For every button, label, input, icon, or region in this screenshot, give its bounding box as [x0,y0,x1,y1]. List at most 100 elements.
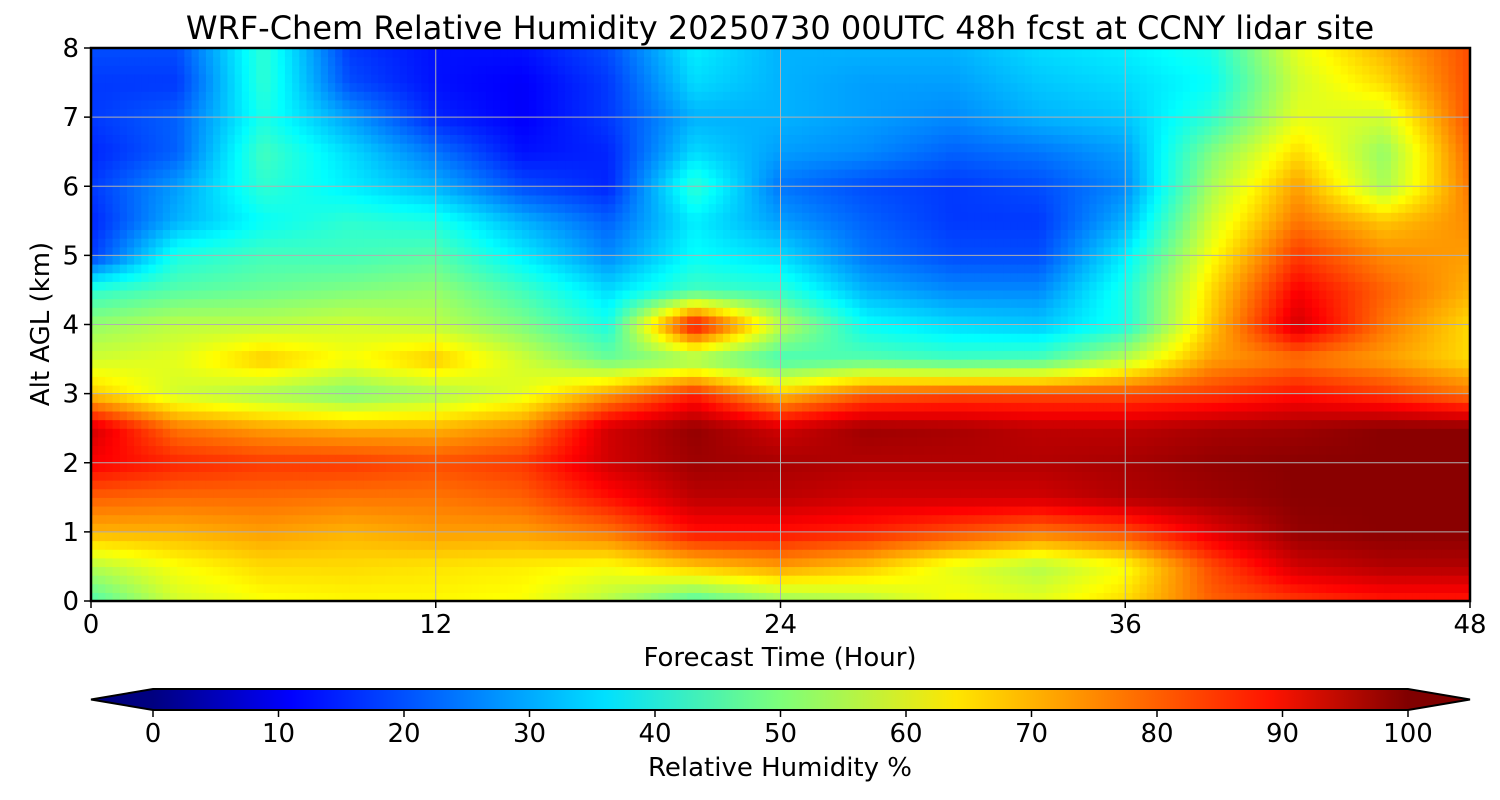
heatmap-cell [407,471,415,481]
heatmap-cell [960,454,968,464]
heatmap-cell [730,419,738,429]
heatmap-cell [1369,540,1378,550]
heatmap-cell [486,471,494,481]
heatmap-cell [1103,480,1112,490]
heatmap-cell [299,583,308,593]
heatmap-cell [299,505,308,516]
heatmap-cell [177,505,185,516]
heatmap-cell [852,376,861,386]
heatmap-cell [155,540,164,550]
heatmap-cell [1340,488,1349,498]
heatmap-cell [924,436,932,447]
heatmap-cell [615,471,624,481]
heatmap-cell [220,523,229,533]
heatmap-cell [299,523,308,533]
heatmap-cell [622,480,631,490]
heatmap-cell [881,376,889,386]
heatmap-cell [931,393,940,403]
heatmap-cell [1283,575,1292,585]
heatmap-cell [766,505,774,516]
heatmap-cell [543,592,552,601]
heatmap-cell [924,523,932,533]
heatmap-cell [134,540,142,550]
heatmap-cell [672,557,681,568]
heatmap-cell [737,376,746,386]
heatmap-cell [1082,471,1090,481]
heatmap-cell [141,480,150,490]
heatmap-cell [830,410,839,421]
heatmap-cell [1089,436,1098,447]
heatmap-cell [1240,514,1248,524]
heatmap-cell [1189,376,1198,386]
heatmap-cell [1290,549,1299,559]
heatmap-cell [579,505,588,516]
heatmap-cell [1024,566,1033,576]
heatmap-cell [1175,549,1184,559]
heatmap-cell [385,540,394,550]
heatmap-cell [385,557,394,568]
heatmap-cell [1046,471,1055,481]
heatmap-cell [658,428,667,438]
heatmap-cell [191,376,200,386]
heatmap-cell [823,583,832,593]
heatmap-cell [1297,480,1306,490]
heatmap-cell [873,376,882,386]
heatmap-cell [1311,566,1320,576]
heatmap-cell [794,462,803,472]
heatmap-cell [442,402,451,412]
heatmap-cell [1060,454,1069,464]
heatmap-cell [270,557,279,568]
heatmap-cell [766,428,774,438]
heatmap-cell [1074,540,1083,550]
heatmap-cell [565,592,573,601]
heatmap-cell [191,488,200,498]
heatmap-cell [873,393,882,403]
heatmap-cell [170,480,178,490]
heatmap-cell [435,488,444,498]
heatmap-cell [1003,436,1011,447]
heatmap-cell [392,462,401,472]
heatmap-cell [1089,480,1098,490]
heatmap-cell [313,402,322,412]
heatmap-cell [967,523,976,533]
heatmap-cell [1010,575,1019,585]
heatmap-cell [794,557,803,568]
heatmap-cell [952,531,961,542]
heatmap-cell [672,514,681,524]
heatmap-cell [895,454,904,464]
heatmap-cell [960,445,968,455]
heatmap-cell [198,514,207,524]
heatmap-cell [1060,376,1069,386]
heatmap-cell [414,480,422,490]
heatmap-cell [672,376,681,386]
heatmap-cell [852,419,861,429]
heatmap-cell [529,428,537,438]
heatmap-cell [1225,592,1234,601]
heatmap-cell [988,557,997,568]
heatmap-cell [220,402,229,412]
heatmap-cell [1125,505,1134,516]
heatmap-cell [493,549,501,559]
heatmap-cell [1153,384,1162,395]
heatmap-cell [1110,419,1119,429]
heatmap-cell [134,402,142,412]
heatmap-cell [1024,583,1033,593]
heatmap-cell [1039,471,1047,481]
heatmap-cell [744,488,753,498]
heatmap-cell [486,480,494,490]
heatmap-cell [1118,384,1126,395]
heatmap-cell [536,583,545,593]
heatmap-cell [378,531,387,542]
heatmap-cell [737,436,746,447]
heatmap-cell [1333,540,1342,550]
heatmap-cell [1197,575,1205,585]
heatmap-cell [1168,376,1177,386]
heatmap-cell [715,471,724,481]
heatmap-cell [126,592,135,601]
heatmap-cell [909,497,918,507]
heatmap-cell [837,583,846,593]
heatmap-cell [1182,454,1191,464]
heatmap-cell [249,531,257,542]
heatmap-cell [780,523,789,533]
heatmap-cell [392,419,401,429]
